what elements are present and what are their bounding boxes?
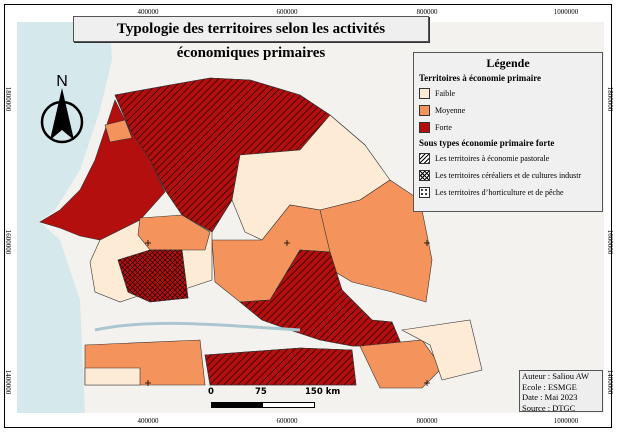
legend-item-moyenne: Moyenne — [419, 102, 597, 119]
grid-crosses — [145, 240, 430, 386]
grid-label-x: 1000000 — [553, 417, 579, 425]
grid-label-x: 1000000 — [553, 8, 579, 16]
grid-label-x: 400000 — [137, 8, 159, 16]
swatch-moyenne — [419, 105, 430, 116]
credits-box: Auteur : Saliou AW Ecole : ESMGE Date : … — [519, 370, 603, 413]
region-faible[interactable] — [84, 367, 141, 386]
grid-label-y: 1800000 — [606, 86, 614, 112]
scale-label: 0 — [208, 387, 214, 397]
legend: Légende Territoires à économie primaire … — [413, 52, 603, 212]
legend-item-horticulture: Les territoires d’horticulture et de pêc… — [419, 184, 597, 201]
legend-label: Faible — [435, 89, 455, 98]
gambia-river — [94, 321, 301, 332]
hatch-swatch-icon — [419, 153, 430, 164]
grid-label-x: 600000 — [276, 417, 298, 425]
swatch-forte — [419, 122, 430, 133]
north-arrow-icon — [40, 88, 84, 144]
grid-label-y: 1400000 — [606, 369, 614, 395]
legend-label: Moyenne — [435, 106, 466, 115]
legend-label: Les territoires céréaliers et de culture… — [435, 171, 582, 180]
scale-label: 75 — [255, 387, 267, 397]
ocean — [17, 22, 112, 413]
grid-label-x: 400000 — [137, 417, 159, 425]
pattern-cereales — [117, 249, 189, 303]
scale-bar — [211, 402, 315, 408]
crosshatch-swatch-icon — [419, 170, 430, 181]
legend-item-pastorale: Les territoires à économie pastorale — [419, 150, 597, 167]
map-title: Typologie des territoires selon les acti… — [73, 16, 429, 61]
legend-section-title: Territoires à économie primaire — [419, 73, 542, 83]
grid-label-x: 800000 — [416, 417, 438, 425]
map-canvas[interactable]: N — [17, 22, 604, 413]
legend-item-forte: Forte — [419, 119, 597, 136]
pattern-pastorale — [204, 347, 357, 386]
region-moyenne[interactable] — [359, 339, 443, 389]
grid-label-y: 1600000 — [606, 229, 614, 255]
legend-title: Légende — [486, 56, 530, 70]
grid-label-y: 1800000 — [4, 86, 12, 112]
credit-school: Ecole : ESMGE — [522, 381, 577, 392]
swatch-faible — [419, 88, 430, 99]
grid-label-x: 800000 — [416, 8, 438, 16]
grid-label-x: 600000 — [276, 8, 298, 16]
region-faible[interactable] — [401, 319, 483, 381]
dots-swatch-icon — [419, 187, 430, 198]
region-forte-coast[interactable] — [39, 99, 166, 241]
scale-label: 150 km — [305, 387, 341, 397]
credit-source: Source : DTGC — [522, 402, 576, 413]
north-label: N — [56, 73, 68, 90]
legend-section-title: Sous types économie primaire forte — [419, 138, 555, 148]
regions — [39, 77, 483, 389]
legend-label: Forte — [435, 123, 452, 132]
legend-label: Les territoires à économie pastorale — [435, 154, 550, 163]
region-moyenne[interactable] — [137, 214, 211, 251]
legend-label: Les territoires d’horticulture et de pêc… — [435, 188, 564, 197]
region-moyenne[interactable] — [319, 179, 433, 303]
grid-label-y: 1400000 — [4, 369, 12, 395]
legend-item-faible: Faible — [419, 85, 597, 102]
credit-date: Date : Mai 2023 — [522, 392, 578, 402]
grid-label-y: 1600000 — [4, 229, 12, 255]
legend-item-cereales: Les territoires céréaliers et de culture… — [419, 167, 597, 184]
credit-author: Auteur : Saliou AW — [522, 371, 590, 381]
map-frame — [4, 4, 612, 428]
region-moyenne[interactable] — [104, 119, 133, 143]
